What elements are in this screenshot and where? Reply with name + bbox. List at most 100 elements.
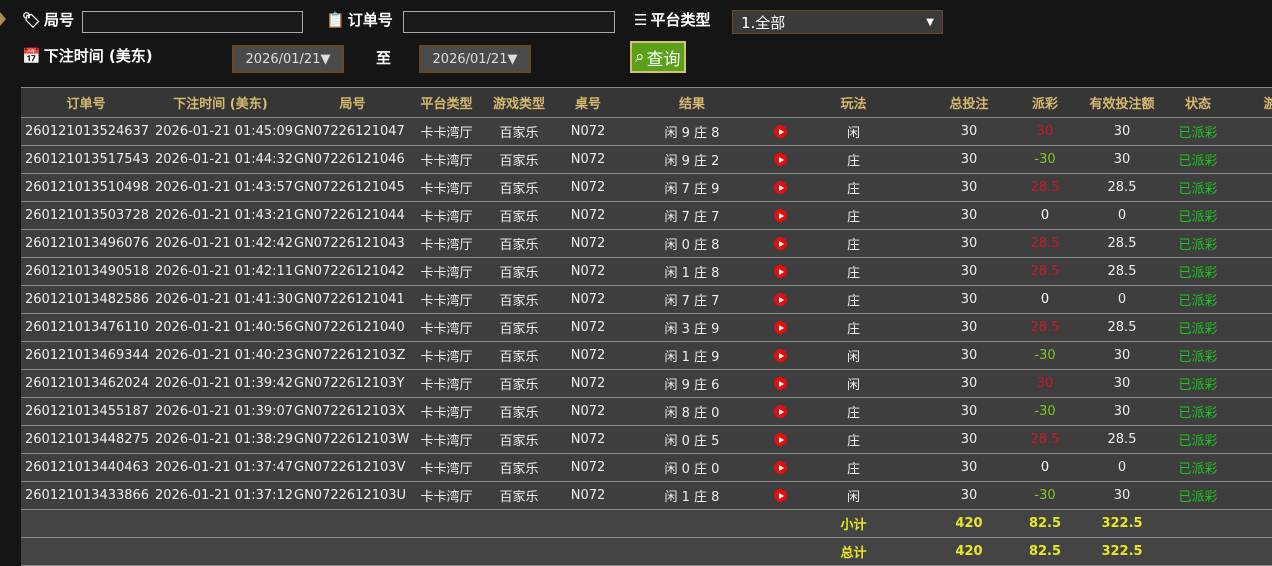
status: 已派彩	[1177, 285, 1219, 314]
valid-bet: 28.5	[1067, 257, 1177, 286]
play-video-icon[interactable]	[773, 433, 787, 446]
payout: 28.5	[1023, 229, 1067, 258]
play-video-icon[interactable]	[773, 321, 787, 334]
video-cell	[768, 481, 792, 510]
game-extra	[1219, 229, 1272, 258]
game-extra	[1219, 201, 1272, 230]
to-label: 至	[376, 49, 392, 67]
status: 已派彩	[1177, 453, 1219, 482]
bet-type: 庄	[792, 397, 915, 426]
game-extra	[1219, 481, 1272, 510]
bet-time: 2026-01-21 01:39:07	[151, 397, 293, 426]
round-input[interactable]	[82, 11, 303, 33]
valid-bet: 28.5	[1067, 425, 1177, 454]
total-total-bet: 420	[915, 537, 1023, 566]
play-video-icon[interactable]	[773, 153, 787, 166]
platform: 卡卡湾厅	[415, 173, 478, 202]
table-id: N072	[560, 481, 616, 510]
result: 闲 9 庄 8	[616, 117, 768, 146]
column-header: 游	[1219, 87, 1272, 118]
play-video-icon[interactable]	[773, 349, 787, 362]
empty-cell	[1177, 509, 1219, 538]
round-id: GN07226121042	[290, 257, 415, 286]
table-id: N072	[560, 229, 616, 258]
subtotal-row: 小计 420 82.5 322.5	[21, 509, 1272, 538]
bet-time: 2026-01-21 01:43:21	[151, 201, 293, 230]
table-id: N072	[560, 397, 616, 426]
result: 闲 8 庄 0	[616, 397, 768, 426]
round-id: GN07226121044	[290, 201, 415, 230]
game-type: 百家乐	[478, 285, 560, 314]
play-video-icon[interactable]	[773, 237, 787, 250]
game-type: 百家乐	[478, 425, 560, 454]
total-bet: 30	[915, 481, 1023, 510]
empty-cell	[768, 537, 792, 566]
platform: 卡卡湾厅	[415, 257, 478, 286]
video-cell	[768, 397, 792, 426]
empty-cell	[1177, 537, 1219, 566]
column-header: 订单号	[21, 87, 151, 118]
play-video-icon[interactable]	[773, 293, 787, 306]
game-type: 百家乐	[478, 201, 560, 230]
table-id: N072	[560, 145, 616, 174]
result: 闲 1 庄 8	[616, 257, 768, 286]
play-video-icon[interactable]	[773, 265, 787, 278]
valid-bet: 0	[1067, 285, 1177, 314]
bet-time: 2026-01-21 01:40:23	[151, 341, 293, 370]
empty-cell	[415, 537, 478, 566]
platform: 卡卡湾厅	[415, 229, 478, 258]
play-video-icon[interactable]	[773, 489, 787, 502]
total-bet: 30	[915, 201, 1023, 230]
result: 闲 7 庄 9	[616, 173, 768, 202]
bet-type: 庄	[792, 173, 915, 202]
play-video-icon[interactable]	[773, 405, 787, 418]
bet-table: 订单号 下注时间 (美东) 局号 平台类型 游戏类型 桌号 结果 玩法 总投注 派彩 有效投注额 状态…	[21, 87, 1272, 566]
play-video-icon[interactable]	[773, 461, 787, 474]
play-video-icon[interactable]	[773, 125, 787, 138]
platform: 卡卡湾厅	[415, 145, 478, 174]
platform: 卡卡湾厅	[415, 313, 478, 342]
payout: 0	[1023, 201, 1067, 230]
table-row: 260121013496076 2026-01-21 01:42:42 GN0722…	[21, 229, 1272, 258]
round-id: GN0722612103V	[290, 453, 415, 482]
round-id: GN0722612103W	[290, 425, 415, 454]
video-cell	[768, 313, 792, 342]
result: 闲 9 庄 2	[616, 145, 768, 174]
table-id: N072	[560, 425, 616, 454]
round-id: GN0722612103X	[290, 397, 415, 426]
play-video-icon[interactable]	[773, 209, 787, 222]
round-id: GN07226121040	[290, 313, 415, 342]
table-id: N072	[560, 313, 616, 342]
platform-select[interactable]: 1.全部 ▼	[732, 10, 943, 34]
table-row: 260121013440463 2026-01-21 01:37:47 GN0722…	[21, 453, 1272, 482]
bet-time: 2026-01-21 01:45:09	[151, 117, 293, 146]
subtotal-valid-bet: 322.5	[1067, 509, 1177, 538]
payout: -30	[1023, 481, 1067, 510]
order-id: 260121013433866	[21, 481, 151, 510]
bet-time: 2026-01-21 01:41:30	[151, 285, 293, 314]
empty-cell	[151, 537, 290, 566]
game-type: 百家乐	[478, 313, 560, 342]
sidebar-toggle[interactable]	[0, 12, 6, 26]
bet-type: 庄	[792, 425, 915, 454]
total-payout: 82.5	[1023, 537, 1067, 566]
date-to-picker[interactable]: 2026/01/21▼	[419, 45, 531, 73]
payout: 0	[1023, 453, 1067, 482]
query-button[interactable]: ⌕ 查询	[630, 41, 686, 73]
table-id: N072	[560, 117, 616, 146]
valid-bet: 0	[1067, 201, 1177, 230]
valid-bet: 28.5	[1067, 229, 1177, 258]
game-type: 百家乐	[478, 453, 560, 482]
bet-time: 2026-01-21 01:37:12	[151, 481, 293, 510]
status: 已派彩	[1177, 173, 1219, 202]
play-video-icon[interactable]	[773, 377, 787, 390]
column-header: 游戏类型	[478, 87, 560, 118]
total-valid-bet: 322.5	[1067, 537, 1177, 566]
total-bet: 30	[915, 425, 1023, 454]
payout: 0	[1023, 285, 1067, 314]
play-video-icon[interactable]	[773, 181, 787, 194]
order-input[interactable]	[403, 11, 615, 33]
status: 已派彩	[1177, 369, 1219, 398]
date-from-picker[interactable]: 2026/01/21▼	[232, 45, 344, 73]
empty-cell	[616, 509, 768, 538]
